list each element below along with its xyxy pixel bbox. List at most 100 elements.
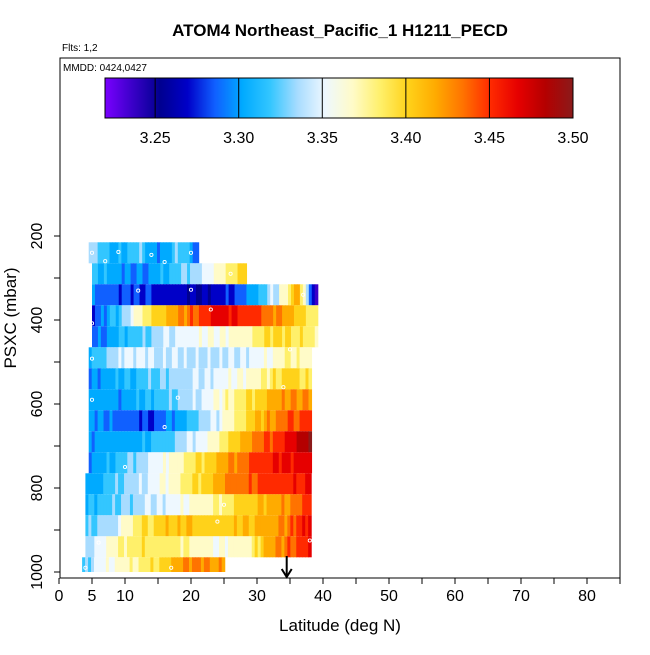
- heatmap-cell: [216, 536, 220, 558]
- heatmap-cell: [243, 263, 248, 285]
- heatmap-cell: [94, 452, 99, 474]
- heatmap-cell: [121, 284, 126, 306]
- colorbar-tick-label: 3.35: [307, 130, 338, 147]
- heatmap-cell: [115, 410, 119, 432]
- heatmap-cell: [175, 305, 179, 327]
- heatmap-cell: [127, 389, 131, 411]
- heatmap-cell: [246, 347, 250, 369]
- heatmap-cell: [236, 494, 241, 516]
- heatmap-cell: [165, 494, 170, 516]
- heatmap-cell: [157, 410, 161, 432]
- heatmap-cell: [263, 389, 268, 411]
- heatmap-cell: [163, 284, 167, 306]
- heatmap-cell: [118, 326, 123, 348]
- heatmap-cell: [210, 305, 215, 327]
- heatmap-cell: [184, 263, 188, 285]
- heatmap-cell: [186, 515, 190, 537]
- heatmap-cell: [269, 368, 274, 390]
- heatmap-cell: [106, 410, 111, 432]
- heatmap-cell: [142, 263, 147, 285]
- heatmap-cell: [109, 410, 114, 432]
- heatmap-cell: [198, 326, 203, 348]
- heatmap-cell: [187, 284, 191, 306]
- heatmap-cell: [118, 305, 123, 327]
- heatmap-cell: [132, 536, 137, 558]
- heatmap-cell: [88, 368, 93, 390]
- heatmap-cell: [248, 473, 253, 495]
- heatmap-cell: [118, 536, 122, 558]
- heatmap-cell: [242, 536, 247, 558]
- heatmap-cell: [157, 452, 161, 474]
- heatmap-cell: [257, 494, 262, 516]
- heatmap-cell: [281, 515, 285, 537]
- heatmap-cell: [222, 347, 226, 369]
- heatmap-cell: [258, 305, 262, 327]
- heatmap-cell: [124, 473, 128, 495]
- sample-marker: [89, 356, 95, 361]
- heatmap-cell: [224, 536, 229, 558]
- heatmap-cell: [216, 263, 221, 285]
- heatmap-cell: [118, 515, 122, 537]
- heatmap-cell: [302, 431, 307, 453]
- heatmap-cell: [126, 494, 131, 516]
- heatmap-cell: [207, 431, 212, 453]
- heatmap-cell: [148, 326, 152, 348]
- heatmap-cell: [192, 473, 196, 495]
- heatmap-cell: [165, 347, 170, 369]
- heatmap-cell: [216, 452, 220, 474]
- heatmap-cell: [275, 452, 280, 474]
- heatmap-cell: [163, 326, 167, 348]
- heatmap-cell: [293, 368, 298, 390]
- heatmap-cell: [162, 536, 167, 558]
- heatmap-cell: [124, 284, 129, 306]
- heatmap-cell: [293, 326, 298, 348]
- heatmap-cell: [136, 284, 141, 306]
- heatmap-cell: [242, 473, 247, 495]
- heatmap-cell: [275, 515, 280, 537]
- heatmap-cell: [204, 347, 209, 369]
- heatmap-cell: [144, 536, 149, 558]
- x-tick-label: 0: [55, 588, 64, 605]
- heatmap-cell: [162, 515, 167, 537]
- heatmap-cell: [290, 473, 294, 495]
- heatmap-cell: [145, 305, 150, 327]
- heatmap-cell: [269, 536, 274, 558]
- heatmap-cell: [114, 557, 119, 572]
- heatmap-cell: [230, 473, 235, 495]
- heatmap-cell: [198, 263, 203, 285]
- heatmap-cell: [207, 473, 211, 495]
- heatmap-cell: [127, 452, 131, 474]
- sample-marker: [307, 538, 312, 543]
- heatmap-cell: [198, 515, 202, 537]
- heatmap-cell: [127, 368, 131, 390]
- heatmap-cell: [169, 284, 173, 306]
- heatmap-cell: [159, 557, 163, 572]
- heatmap-cell: [189, 536, 193, 558]
- heatmap-cell: [168, 431, 173, 453]
- heatmap-cell: [207, 305, 212, 327]
- heatmap-cell: [228, 284, 233, 306]
- heatmap-cell: [124, 431, 128, 453]
- heatmap-cell: [177, 557, 181, 572]
- heatmap-cell: [293, 431, 298, 453]
- heatmap-cell: [177, 410, 182, 432]
- heatmap-cell: [278, 347, 283, 369]
- heatmap-cell: [245, 515, 250, 537]
- heatmap-cell: [141, 494, 146, 516]
- heatmap-cell: [251, 494, 256, 516]
- heatmap-cell: [243, 305, 248, 327]
- heatmap-cell: [169, 326, 173, 348]
- heatmap-cell: [207, 263, 212, 285]
- heatmap-cell: [293, 536, 297, 558]
- heatmap-cell: [148, 368, 152, 390]
- heatmap-cell: [296, 431, 301, 453]
- heatmap-cell: [190, 326, 194, 348]
- heatmap-cell: [278, 410, 283, 432]
- sample-marker: [287, 347, 293, 352]
- heatmap-cell: [183, 242, 188, 264]
- heatmap-cell: [203, 557, 208, 572]
- heatmap-cell: [168, 452, 173, 474]
- heatmap-cell: [118, 431, 122, 453]
- heatmap-cell: [257, 347, 262, 369]
- heatmap-cell: [186, 389, 191, 411]
